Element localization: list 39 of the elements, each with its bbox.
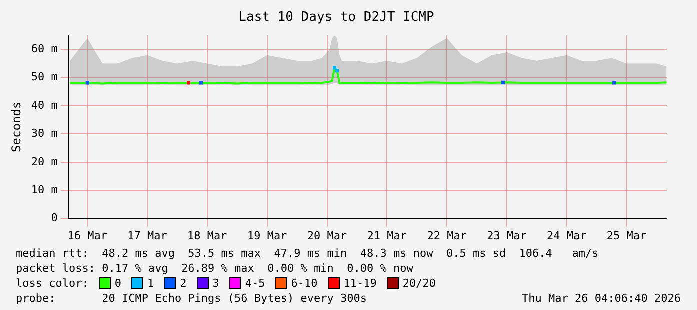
legend-label: 2 (180, 277, 187, 290)
x-tick-label: 25 Mar (606, 229, 648, 242)
x-tick-label: 22 Mar (427, 229, 468, 242)
x-tick-label: 16 Mar (68, 229, 108, 242)
y-tick-label: 20 m (31, 155, 58, 168)
legend-title: loss color: (16, 277, 89, 290)
legend-label: 11-19 (344, 277, 377, 290)
legend-label: 6-10 (291, 277, 318, 290)
legend-label: 3 (212, 277, 220, 290)
y-tick-label: 0 (51, 212, 58, 225)
y-tick-label: 10 m (31, 183, 58, 196)
x-tick-label: 21 Mar (367, 229, 408, 242)
point (501, 80, 506, 84)
text: Thu Mar 26 04:06:40 2026 (522, 291, 681, 306)
y-tick-label: 60 m (31, 42, 58, 56)
x-tick-label: 18 Mar (188, 229, 228, 242)
y-tick-label: 30 m (31, 127, 58, 140)
x-tick-label: 20 Mar (307, 229, 348, 242)
x-tick-label: 19 Mar (247, 229, 288, 242)
x-tick-label: 24 Mar (547, 229, 588, 242)
legend-label: 0 (114, 277, 122, 290)
point (332, 66, 337, 70)
legend-label: 20/20 (402, 277, 436, 290)
text: median rtt: 48.2 ms avg 53.5 ms max 47.9 ms min 48.3 ms now 0.5 ms sd 106.4 am/s (16, 246, 600, 261)
point (199, 81, 203, 85)
y-axis-title: Seconds (9, 102, 24, 152)
x-tick-label: 23 Mar (487, 229, 528, 242)
point (86, 81, 90, 85)
point (612, 81, 616, 85)
point (186, 81, 190, 85)
text: packet loss: 0.17 % avg 26.89 % max 0.00 % min 0.00 % now (16, 261, 414, 276)
chart-title: Last 10 Days to D2JT ICMP (238, 10, 435, 26)
point (335, 69, 340, 73)
y-tick-label: 40 m (31, 98, 58, 112)
x-tick-label: 17 Mar (128, 229, 168, 242)
legend-label: 4-5 (245, 277, 266, 290)
text: probe: 20 ICMP Echo Pings (56 Bytes) every 300s (16, 291, 367, 306)
y-tick-label: 50 m (31, 70, 58, 84)
legend-label: 1 (147, 277, 154, 290)
